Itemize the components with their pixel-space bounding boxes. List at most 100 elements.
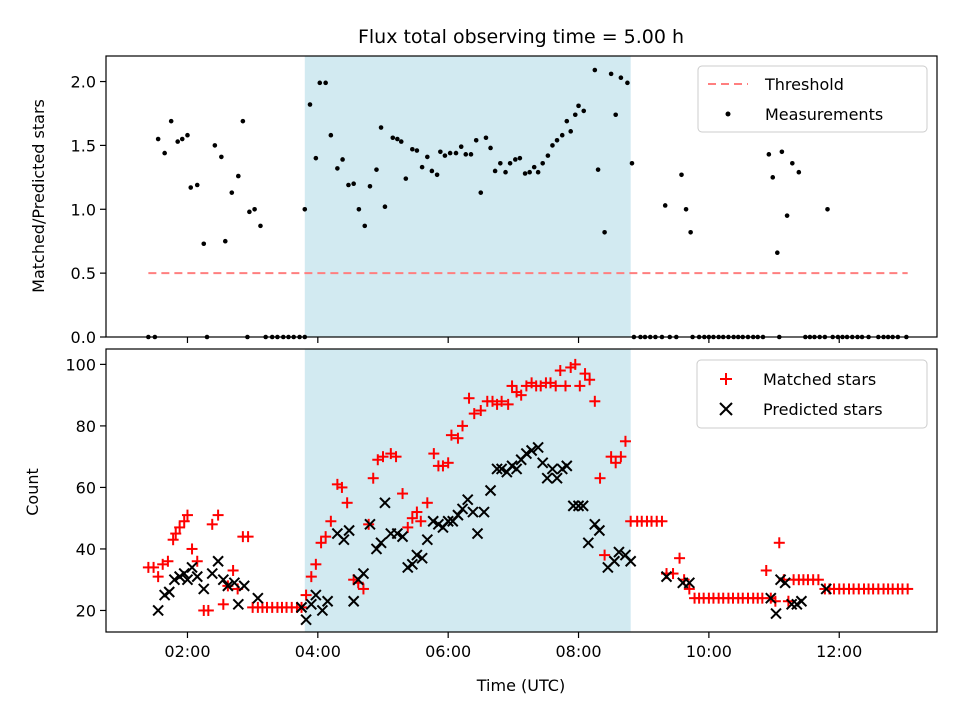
matched-star-point [475, 405, 487, 417]
count-xtick-label: 10:00 [686, 642, 732, 661]
measurement-point [362, 223, 368, 229]
measurement-point [302, 206, 308, 212]
matched-star-point [502, 398, 514, 410]
predicted-star-point [525, 444, 538, 457]
predicted-star-point [186, 561, 198, 574]
matched-star-point [599, 549, 611, 561]
predicted-star-point [232, 598, 245, 611]
measurement-point [535, 169, 541, 175]
measurement-point [374, 167, 379, 172]
matched-star-point [336, 481, 348, 493]
predicted-star-point [779, 577, 791, 589]
predicted-star-point [191, 570, 203, 583]
measurement-point [613, 112, 618, 118]
measurement-point [503, 169, 508, 175]
matched-star-point [167, 534, 179, 546]
predicted-star-point [495, 463, 508, 475]
measurement-point [463, 152, 469, 157]
matched-star-point [227, 564, 239, 576]
measurement-point [825, 206, 830, 212]
predicted-star-point [608, 555, 621, 567]
measurement-point [188, 185, 194, 190]
matched-star-point [402, 521, 414, 533]
count-legend: Matched stars Predicted stars [696, 359, 928, 429]
predicted-star-point [577, 500, 589, 512]
legend-matched-label: Matched stars [763, 370, 876, 389]
matched-star-point [468, 408, 480, 420]
matched-star-point [305, 571, 317, 583]
matched-star-point [357, 583, 369, 595]
measurement-point [328, 132, 334, 138]
predicted-star-point [452, 509, 464, 521]
legend-measurements-swatch [725, 111, 731, 117]
predicted-star-point [238, 580, 250, 592]
legend-measurements-label: Measurements [765, 105, 883, 124]
measurement-point [564, 118, 570, 124]
measurement-point [488, 145, 493, 151]
measurement-point [775, 250, 780, 255]
predicted-star-point [152, 604, 164, 617]
predicted-star-point [305, 598, 318, 611]
matched-star-point [206, 518, 218, 530]
measurement-point [513, 157, 518, 162]
matched-star-point [683, 583, 695, 595]
measurement-point [602, 229, 607, 235]
count-xtick-label: 08:00 [555, 642, 601, 661]
predicted-star-point [406, 558, 419, 571]
measurement-point [317, 80, 323, 86]
matched-star-point [610, 457, 622, 469]
measurement-point [498, 160, 503, 166]
measurement-point [447, 150, 453, 156]
predicted-star-point [212, 555, 224, 567]
ratio-ytick-label: 1.0 [71, 200, 96, 219]
matched-star-point [457, 420, 469, 432]
predicted-star-point [411, 549, 423, 561]
measurement-point [592, 67, 598, 73]
measurement-point [625, 80, 630, 86]
measurement-point [683, 206, 689, 212]
matched-star-point [559, 380, 571, 392]
predicted-star-point [338, 534, 350, 546]
measurement-point [212, 143, 218, 148]
measurement-point [766, 152, 772, 157]
predicted-star-point [467, 506, 479, 518]
measurement-point [629, 160, 635, 166]
matched-star-point [325, 515, 337, 527]
measurement-point [219, 154, 224, 160]
legend-threshold-label: Threshold [764, 75, 844, 94]
measurement-point [468, 152, 474, 157]
ratio-panel-frame [105, 55, 938, 338]
predicted-star-point [520, 447, 533, 460]
measurement-point [258, 223, 263, 229]
matched-star-point [452, 432, 464, 444]
predicted-star-point [770, 607, 782, 620]
measurement-point [398, 139, 404, 144]
ratio-ytick-label: 0.5 [71, 264, 96, 283]
measurement-point [458, 144, 464, 149]
legend-predicted-label: Predicted stars [763, 400, 883, 419]
matched-star-point [421, 497, 433, 509]
predicted-star-point [820, 583, 832, 595]
matched-star-point [186, 543, 198, 555]
matched-star-point [656, 515, 668, 527]
measurement-point [608, 71, 614, 77]
matched-star-point [174, 521, 186, 533]
matched-star-point [367, 472, 379, 484]
measurement-point [527, 169, 532, 175]
predicted-star-point [168, 573, 181, 586]
matched-star-point [178, 515, 190, 527]
matched-star-point [554, 365, 566, 377]
matched-star-point [397, 488, 409, 500]
measurement-point [378, 125, 384, 130]
measurement-point [162, 150, 167, 156]
count-xtick-label: 12:00 [816, 642, 862, 661]
count-ytick-label: 100 [65, 355, 96, 374]
measurement-point [559, 132, 565, 138]
chart-title: Flux total observing time = 5.00 h [358, 26, 684, 48]
matched-star-point [162, 555, 174, 567]
measurement-point [201, 241, 207, 247]
measurement-point [429, 168, 435, 174]
matched-star-point [760, 564, 772, 576]
predicted-star-point [375, 537, 387, 549]
